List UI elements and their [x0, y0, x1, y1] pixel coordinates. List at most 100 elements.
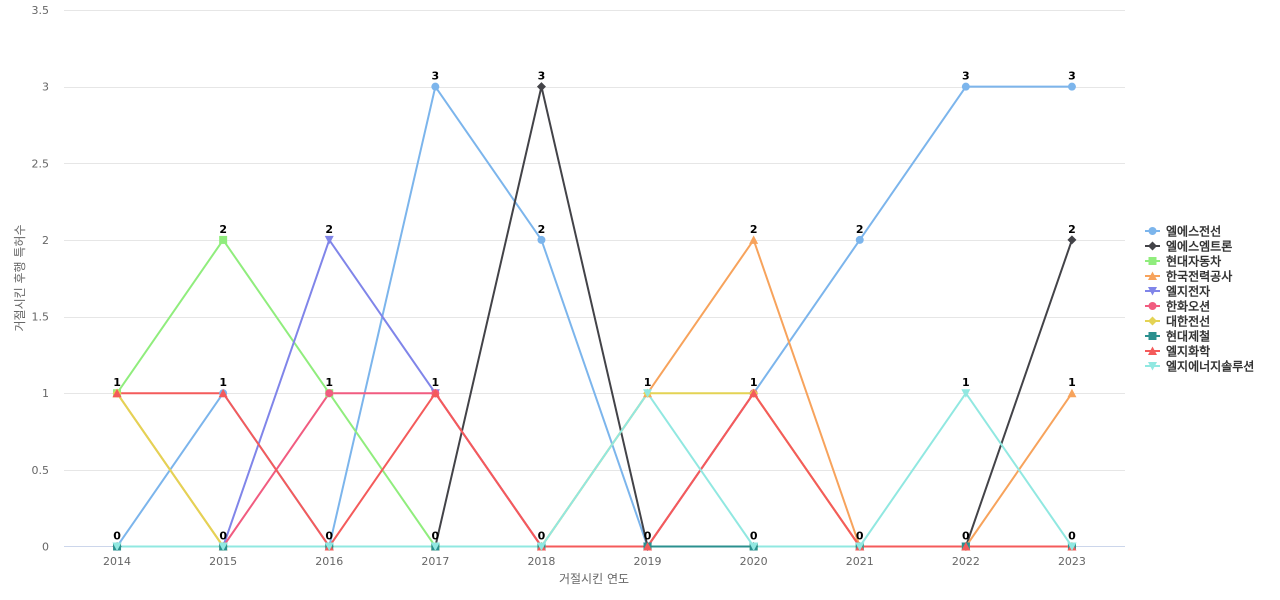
x-axis-title: 거절시킨 연도	[559, 572, 629, 586]
data-point	[536, 542, 546, 551]
data-label: 1	[644, 376, 652, 389]
data-point	[1067, 388, 1077, 398]
data-point	[1067, 235, 1077, 245]
data-point	[855, 542, 865, 551]
data-label: 0	[113, 530, 121, 543]
data-label: 0	[538, 530, 546, 543]
series-lines	[116, 85, 1073, 548]
y-tick-label: 3.5	[32, 4, 50, 17]
data-label: 0	[219, 530, 227, 543]
data-label: 1	[750, 376, 758, 389]
x-tick-label: 2016	[315, 555, 343, 568]
data-label: 2	[1068, 223, 1076, 236]
data-label: 0	[856, 530, 864, 543]
legend-item[interactable]: 엘지화학	[1145, 344, 1210, 359]
legend-label: 현대자동차	[1166, 254, 1221, 269]
data-point	[325, 389, 334, 398]
data-point	[219, 235, 228, 244]
data-point	[112, 542, 122, 551]
data-label: 0	[1068, 530, 1076, 543]
data-label: 3	[962, 70, 970, 83]
legend-item[interactable]: 현대자동차	[1145, 254, 1221, 269]
x-tick-label: 2020	[740, 555, 768, 568]
legend-label: 한화오션	[1166, 299, 1210, 314]
legend-marker	[1148, 346, 1157, 355]
x-tick-label: 2017	[421, 555, 449, 568]
legend-item[interactable]: 엘지에너지솔루션	[1145, 359, 1254, 374]
y-tick-label: 1	[42, 387, 49, 400]
data-label: 1	[962, 376, 970, 389]
data-label: 0	[432, 530, 440, 543]
x-tick-label: 2022	[952, 555, 980, 568]
data-label: 0	[962, 530, 970, 543]
series-line	[116, 392, 1073, 548]
data-point	[1067, 82, 1076, 91]
series-markers	[112, 82, 1077, 551]
legend-label: 현대제철	[1166, 329, 1210, 344]
legend-marker	[1148, 332, 1157, 340]
legend-label: 엘지전자	[1166, 284, 1210, 299]
data-point	[218, 388, 228, 398]
data-label: 0	[750, 530, 758, 543]
legend-marker	[1148, 302, 1157, 310]
x-tick-label: 2018	[527, 555, 555, 568]
data-label: 3	[432, 70, 440, 83]
legend-item[interactable]: 한국전력공사	[1145, 269, 1232, 284]
data-point	[536, 82, 546, 92]
data-label: 1	[219, 376, 227, 389]
data-point	[537, 235, 546, 244]
data-point	[643, 389, 653, 398]
data-label: 0	[325, 530, 333, 543]
legend-item[interactable]: 한화오션	[1145, 299, 1210, 314]
legend-item[interactable]: 엘에스전선	[1145, 224, 1221, 239]
data-label: 2	[750, 223, 758, 236]
data-point	[218, 542, 228, 551]
x-axis-ticks: 2014 2015 2016 2017 2018 2019 2020 2021 2022 2023	[103, 555, 1086, 568]
legend-marker	[1148, 241, 1157, 251]
data-point	[324, 235, 334, 245]
y-tick-label: 2.5	[32, 157, 50, 170]
data-label: 3	[538, 70, 546, 83]
data-point	[749, 388, 759, 398]
y-tick-label: 2	[42, 234, 49, 247]
legend-label: 한국전력공사	[1166, 269, 1232, 284]
legend-marker	[1148, 316, 1157, 326]
data-point	[961, 82, 970, 91]
x-tick-label: 2023	[1058, 555, 1086, 568]
data-labels: 1 0 2 1 0 2 1 0 3 1 0 3 2 0 1 0 2 1 0 2 0 3 1 0 3 2 1 0	[113, 70, 1076, 543]
data-point	[112, 388, 122, 398]
data-point	[430, 542, 440, 551]
y-axis-ticks: 0 0.5 1 1.5 2 2.5 3 3.5	[32, 4, 50, 554]
data-point	[431, 82, 440, 91]
data-label: 2	[325, 223, 333, 236]
legend-marker	[1148, 257, 1157, 265]
y-tick-label: 3	[42, 81, 49, 94]
data-point	[1067, 542, 1077, 551]
data-point	[961, 542, 971, 551]
y-tick-label: 0	[42, 541, 49, 554]
legend-label: 엘지화학	[1166, 344, 1210, 359]
data-point	[430, 388, 440, 398]
legend-label: 엘지에너지솔루션	[1166, 359, 1254, 374]
data-label: 1	[113, 376, 121, 389]
x-tick-label: 2014	[103, 555, 131, 568]
data-label: 2	[856, 223, 864, 236]
legend-marker	[1148, 227, 1157, 235]
data-point	[324, 542, 334, 551]
series-line	[116, 85, 1073, 548]
legend-item[interactable]: 엘에스엠트론	[1145, 239, 1232, 254]
series-line	[116, 392, 1073, 548]
data-point	[749, 542, 759, 551]
legend-item[interactable]: 현대제철	[1145, 329, 1210, 344]
x-tick-label: 2015	[209, 555, 237, 568]
legend-item[interactable]: 엘지전자	[1145, 284, 1210, 299]
data-label: 3	[1068, 70, 1076, 83]
data-label: 2	[219, 223, 227, 236]
legend: 엘에스전선엘에스엠트론현대자동차한국전력공사엘지전자한화오션대한전선현대제철엘지…	[1145, 224, 1254, 374]
data-label: 1	[1068, 376, 1076, 389]
x-tick-label: 2019	[634, 555, 662, 568]
x-tick-label: 2021	[846, 555, 874, 568]
legend-item[interactable]: 대한전선	[1145, 314, 1210, 329]
legend-label: 엘에스엠트론	[1166, 239, 1232, 254]
